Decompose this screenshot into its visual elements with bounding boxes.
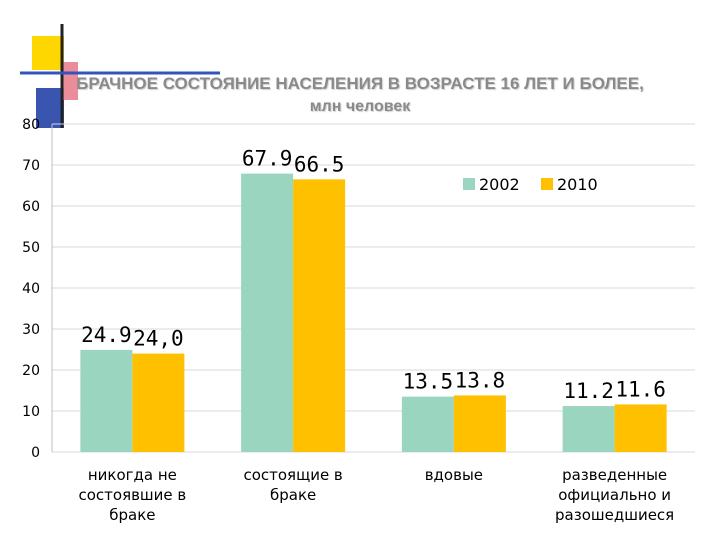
category-label: разведенные xyxy=(562,466,667,484)
blue-square xyxy=(36,88,64,128)
y-tick-label: 80 xyxy=(22,117,40,133)
bar-2010 xyxy=(614,404,667,452)
chart-subtitle: млн человек xyxy=(309,98,411,115)
bar-2010 xyxy=(132,353,185,452)
legend-label: 2010 xyxy=(557,175,598,194)
bar-2002 xyxy=(401,396,454,452)
data-label: 13.8 xyxy=(455,368,506,392)
y-tick-label: 60 xyxy=(22,199,40,215)
category-label: состоявшие в xyxy=(78,486,186,504)
y-tick-label: 30 xyxy=(22,322,40,338)
data-label: 13.5 xyxy=(403,370,454,394)
category-label: разошедшиеся xyxy=(555,506,674,524)
chart-title: БРАЧНОЕ СОСТОЯНИЕ НАСЕЛЕНИЯ В ВОЗРАСТЕ 1… xyxy=(76,74,644,93)
category-label: никогда не xyxy=(88,466,177,484)
data-label: 67.9 xyxy=(242,147,293,171)
category-label: официально и xyxy=(558,486,671,504)
data-label: 11.2 xyxy=(563,379,614,403)
category-label: браке xyxy=(270,486,316,504)
y-tick-label: 0 xyxy=(31,445,40,461)
category-label: браке xyxy=(109,506,155,524)
y-tick-label: 10 xyxy=(22,404,40,420)
legend-label: 2002 xyxy=(479,175,520,194)
data-label: 66.5 xyxy=(294,152,345,176)
bar-2010 xyxy=(293,179,346,452)
y-tick-label: 20 xyxy=(22,363,40,379)
y-tick-label: 70 xyxy=(22,158,40,174)
bar-2002 xyxy=(562,406,615,452)
bar-2002 xyxy=(80,349,133,452)
legend-swatch xyxy=(463,178,475,190)
data-label: 24.9 xyxy=(81,323,132,347)
bar-2010 xyxy=(453,395,506,452)
data-label: 24,0 xyxy=(133,327,184,351)
yellow-square xyxy=(32,36,64,70)
y-tick-label: 50 xyxy=(22,240,40,256)
data-label: 11.6 xyxy=(615,377,666,401)
category-label: состоящие в xyxy=(243,466,342,484)
y-tick-label: 40 xyxy=(22,281,40,297)
category-label: вдовые xyxy=(425,466,483,484)
legend-swatch xyxy=(541,178,553,190)
bar-2002 xyxy=(241,173,294,453)
